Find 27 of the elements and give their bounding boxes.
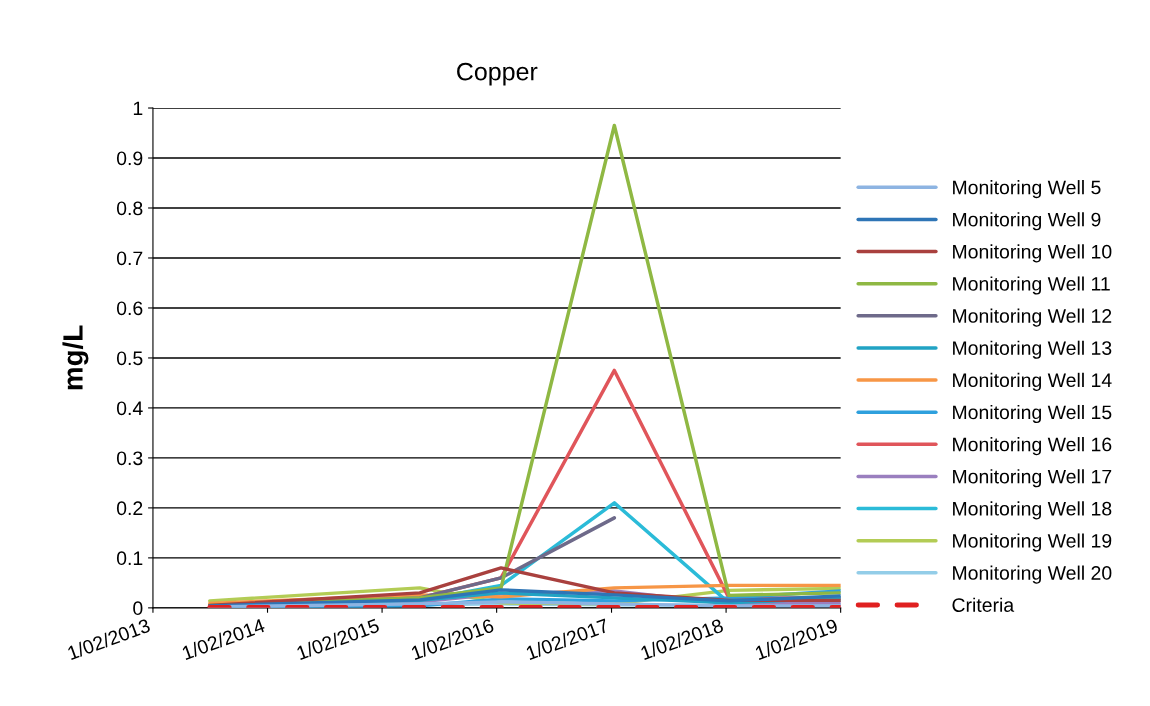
y-tick-label: 0.7 xyxy=(116,251,143,266)
legend-label: Monitoring Well 5 xyxy=(953,180,1101,199)
y-tick-label: 0.6 xyxy=(116,301,143,316)
legend-label: Monitoring Well 19 xyxy=(953,533,1112,552)
y-tick-label: 1 xyxy=(133,101,143,116)
legend-label: Monitoring Well 10 xyxy=(953,244,1112,263)
legend-label: Monitoring Well 14 xyxy=(953,372,1112,391)
y-tick-label: 0.1 xyxy=(116,551,143,566)
y-tick-label: 0.2 xyxy=(116,501,143,516)
y-tick-label: 0.9 xyxy=(116,151,143,166)
legend-label: Monitoring Well 20 xyxy=(953,565,1112,584)
legend-label: Monitoring Well 18 xyxy=(953,501,1112,520)
legend-label: Monitoring Well 16 xyxy=(953,437,1112,456)
legend-label: Monitoring Well 15 xyxy=(953,404,1112,424)
legend-label: Monitoring Well 13 xyxy=(953,340,1112,359)
legend-label: Criteria xyxy=(952,597,1015,612)
legend-label: Monitoring Well 17 xyxy=(953,469,1112,488)
y-tick-label: 0.3 xyxy=(116,451,143,466)
legend-label: Monitoring Well 9 xyxy=(953,212,1101,231)
chart-title: Copper xyxy=(457,62,538,86)
y-tick-label: 0.8 xyxy=(116,201,143,216)
legend-label: Monitoring Well 11 xyxy=(953,276,1110,295)
y-tick-label: 0.5 xyxy=(116,351,143,366)
legend-label: Monitoring Well 12 xyxy=(953,308,1112,327)
y-axis-title: mg/L xyxy=(62,325,89,390)
y-tick-label: 0.4 xyxy=(116,401,143,416)
y-tick-label: 0 xyxy=(133,601,143,616)
